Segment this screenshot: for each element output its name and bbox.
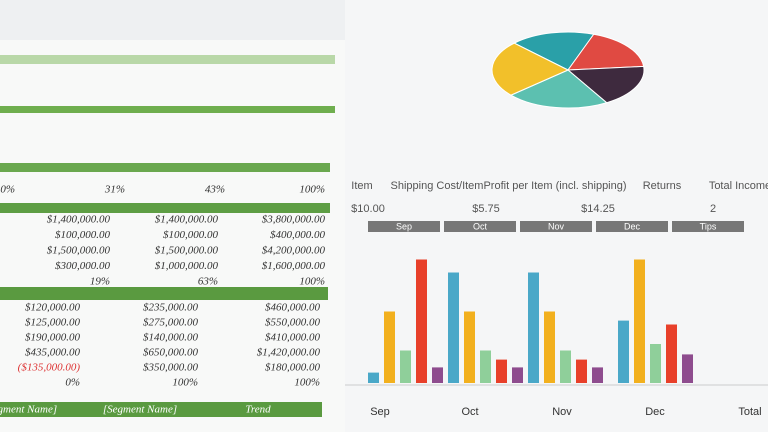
cell: $190,000.00 bbox=[25, 332, 81, 344]
cell: 43% bbox=[205, 184, 225, 196]
cell: $410,000.00 bbox=[265, 332, 321, 344]
axis-label: Oct bbox=[461, 406, 478, 418]
cell: $1,400,000.00 bbox=[155, 214, 219, 226]
green-strip bbox=[0, 55, 335, 64]
left-sheet bbox=[0, 40, 345, 432]
axis-label: Nov bbox=[552, 406, 572, 418]
column-header: Profit per Item (incl. shipping) bbox=[483, 180, 626, 192]
month-label: Sep bbox=[396, 221, 412, 231]
month-label: Oct bbox=[473, 221, 488, 231]
cell: $550,000.00 bbox=[265, 317, 321, 329]
cell: $100,000.00 bbox=[163, 229, 219, 241]
bar bbox=[368, 372, 379, 383]
bar bbox=[650, 344, 661, 383]
bar bbox=[634, 259, 645, 383]
cell: $14.25 bbox=[581, 203, 615, 215]
cell: 100% bbox=[172, 377, 198, 389]
cell: 2 bbox=[710, 203, 716, 215]
pie-slice bbox=[566, 65, 645, 104]
bar bbox=[432, 367, 443, 383]
cell: 0% bbox=[0, 184, 15, 196]
axis-label: Dec bbox=[645, 406, 665, 418]
cell: $5.75 bbox=[472, 203, 500, 215]
bar bbox=[384, 311, 395, 383]
bar bbox=[576, 359, 587, 383]
axis-label: Total bbox=[738, 406, 761, 418]
month-label: Dec bbox=[624, 221, 641, 231]
cell: $120,000.00 bbox=[25, 302, 81, 314]
month-label: Nov bbox=[548, 221, 565, 231]
bar bbox=[496, 359, 507, 383]
cell: $650,000.00 bbox=[143, 347, 199, 359]
cell: $400,000.00 bbox=[270, 229, 326, 241]
green-strip bbox=[0, 106, 335, 113]
bar bbox=[666, 324, 677, 383]
cell: $275,000.00 bbox=[143, 317, 199, 329]
bar bbox=[528, 272, 539, 383]
green-strip bbox=[0, 203, 330, 213]
cell: $100,000.00 bbox=[55, 229, 111, 241]
column-header: Shipping Cost/Item bbox=[391, 180, 484, 192]
month-label: Tips bbox=[700, 221, 717, 231]
cell: $460,000.00 bbox=[265, 302, 321, 314]
bar bbox=[544, 311, 555, 383]
cell: 0% bbox=[65, 377, 80, 389]
cell: 63% bbox=[198, 276, 218, 288]
bar bbox=[682, 354, 693, 383]
footer-header: Trend bbox=[245, 404, 271, 416]
cell: $1,000,000.00 bbox=[155, 260, 219, 272]
cell: 100% bbox=[299, 276, 325, 288]
cell: $1,500,000.00 bbox=[47, 245, 111, 257]
pie-slice bbox=[509, 69, 608, 109]
cell: $235,000.00 bbox=[143, 302, 199, 314]
cell: $1,400,000.00 bbox=[47, 214, 111, 226]
footer-header: [Segment Name] bbox=[0, 404, 57, 416]
bar bbox=[560, 350, 571, 383]
content: 0% 31% 43% 100% $1,400,000.00 $1,400,000.00 $3… bbox=[0, 31, 768, 418]
cell: $1,420,000.00 bbox=[257, 347, 321, 359]
cell: $125,000.00 bbox=[25, 317, 81, 329]
pie-slice bbox=[566, 33, 645, 71]
cell: 19% bbox=[90, 276, 110, 288]
axis-label: Sep bbox=[370, 406, 390, 418]
bar bbox=[592, 367, 603, 383]
bar bbox=[416, 259, 427, 383]
cell: $300,000.00 bbox=[55, 260, 111, 272]
bar bbox=[618, 320, 629, 383]
cell: $3,800,000.00 bbox=[262, 214, 326, 226]
month-header bbox=[368, 221, 440, 232]
bar bbox=[448, 272, 459, 383]
cell: $4,200,000.00 bbox=[262, 245, 326, 257]
cell: $350,000.00 bbox=[143, 362, 199, 374]
pie-slice bbox=[513, 31, 595, 71]
bar bbox=[512, 367, 523, 383]
cell: ($135,000.00) bbox=[18, 362, 81, 374]
cell: $1,500,000.00 bbox=[155, 245, 219, 257]
column-header: Total Income bbox=[709, 180, 768, 192]
bar bbox=[480, 350, 491, 383]
month-header bbox=[444, 221, 516, 232]
pie-slice bbox=[491, 42, 570, 96]
cell: 31% bbox=[104, 184, 125, 196]
cell: 100% bbox=[299, 184, 325, 196]
bar bbox=[464, 311, 475, 383]
month-header bbox=[596, 221, 668, 232]
footer-header: [Segment Name] bbox=[103, 404, 177, 416]
green-strip bbox=[0, 402, 322, 417]
column-header: Item bbox=[351, 180, 372, 192]
green-strip bbox=[0, 163, 330, 172]
cell: 100% bbox=[294, 377, 320, 389]
cell: $435,000.00 bbox=[25, 347, 81, 359]
month-header bbox=[672, 221, 744, 232]
cell: $10.00 bbox=[351, 203, 385, 215]
cell: $140,000.00 bbox=[143, 332, 199, 344]
column-header: Returns bbox=[643, 180, 682, 192]
month-header bbox=[520, 221, 592, 232]
green-strip bbox=[0, 287, 328, 300]
cell: $1,600,000.00 bbox=[262, 260, 326, 272]
bar bbox=[400, 350, 411, 383]
cell: $180,000.00 bbox=[265, 362, 321, 374]
